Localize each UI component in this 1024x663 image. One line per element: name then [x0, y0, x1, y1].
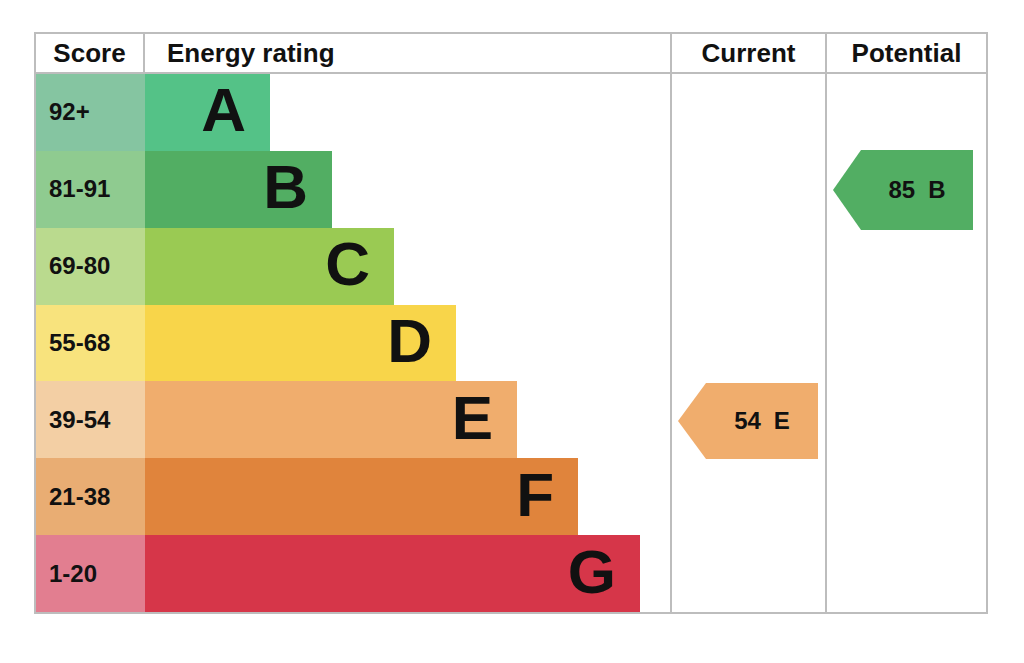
band-row-g: 1-20 G [36, 535, 986, 612]
band-bar-g: G [145, 535, 640, 612]
energy-rating-column-header: Energy rating [145, 34, 672, 72]
table-header-row: Score Energy rating Current Potential [36, 34, 986, 74]
band-row-e: 39-54 E [36, 381, 986, 458]
divider-current-potential [825, 74, 827, 612]
band-bar-a: A [145, 74, 270, 151]
potential-rating-score: 85 [888, 176, 915, 204]
score-range-a: 92+ [36, 74, 145, 151]
potential-rating-arrow: 85 B [833, 150, 973, 230]
current-rating-score: 54 [734, 407, 761, 435]
score-range-b: 81-91 [36, 151, 145, 228]
band-letter-e: E [452, 387, 493, 449]
score-range-f: 21-38 [36, 458, 145, 535]
divider-energy-current [670, 74, 672, 612]
band-letter-c: C [325, 233, 370, 295]
current-rating-arrow: 54 E [678, 383, 818, 459]
table-body: 92+ A 81-91 B 69-80 C 55-68 [36, 74, 986, 612]
band-bar-f: F [145, 458, 578, 535]
band-bar-e: E [145, 381, 517, 458]
band-letter-g: G [568, 541, 616, 603]
current-rating-letter: E [774, 407, 790, 435]
epc-table: Score Energy rating Current Potential 92… [34, 32, 988, 614]
score-range-d: 55-68 [36, 305, 145, 382]
band-row-c: 69-80 C [36, 228, 986, 305]
band-row-f: 21-38 F [36, 458, 986, 535]
band-letter-d: D [387, 310, 432, 372]
score-range-c: 69-80 [36, 228, 145, 305]
band-row-a: 92+ A [36, 74, 986, 151]
band-letter-a: A [201, 79, 246, 141]
epc-energy-rating-chart: Score Energy rating Current Potential 92… [0, 0, 1024, 663]
band-bar-c: C [145, 228, 394, 305]
band-bar-d: D [145, 305, 456, 382]
band-letter-b: B [263, 156, 308, 218]
current-column-header: Current [672, 34, 827, 72]
band-bar-b: B [145, 151, 332, 228]
potential-column-header: Potential [827, 34, 986, 72]
band-row-d: 55-68 D [36, 305, 986, 382]
band-letter-f: F [516, 464, 554, 526]
score-range-e: 39-54 [36, 381, 145, 458]
potential-rating-letter: B [928, 176, 945, 204]
score-column-header: Score [36, 34, 145, 72]
score-range-g: 1-20 [36, 535, 145, 612]
